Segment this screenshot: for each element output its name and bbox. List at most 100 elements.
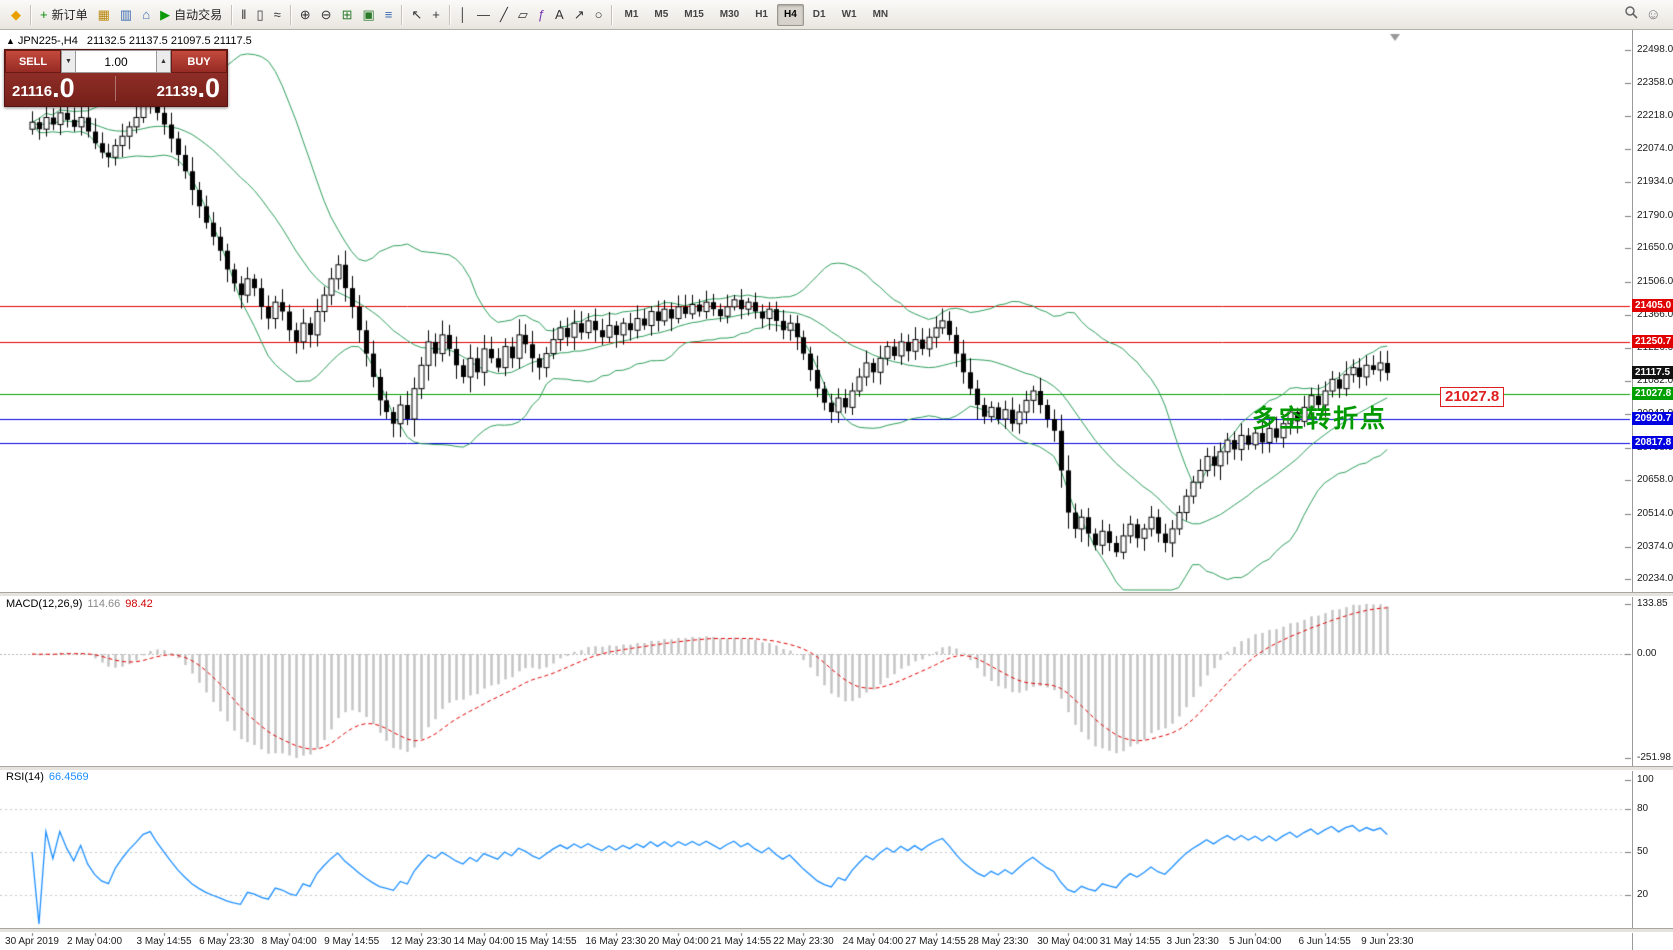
zoom-in-icon[interactable]: ⊕ — [295, 2, 316, 28]
timeframe-m30-button[interactable]: M30 — [719, 9, 740, 20]
time-axis-label: 6 Jun 14:55 — [1298, 936, 1351, 947]
new-order-button[interactable]: + 新订单 — [35, 2, 93, 28]
zoom-out-icon: ⊖ — [320, 7, 332, 22]
navigator-icon[interactable]: ⌂ — [137, 2, 155, 28]
autotrading-button[interactable]: ▶ 自动交易 — [155, 2, 227, 28]
toolbar-separator — [30, 4, 31, 25]
timeframe-h1-button[interactable]: H1 — [755, 9, 768, 20]
feedback-smiley-icon[interactable]: ☺ — [1645, 6, 1661, 23]
trendline-icon[interactable]: ╱ — [495, 2, 513, 28]
horizontal-line-icon[interactable]: — — [472, 2, 495, 28]
indicators-list-icon: ≡ — [384, 7, 393, 22]
new-order-icon: + — [40, 7, 48, 22]
rsi-indicator-label: RSI(14) 66.4569 — [6, 771, 89, 783]
time-axis-label: 31 May 14:55 — [1099, 936, 1161, 947]
shapes-icon: ○ — [594, 7, 603, 22]
search-icon[interactable] — [1624, 5, 1638, 24]
price-axis-label: 22498.0 — [1637, 44, 1673, 56]
trade-panel-controls: SELL ▼ ▲ BUY — [5, 50, 227, 73]
tile-windows-icon[interactable]: ⊞ — [337, 2, 358, 28]
price-line-badge: 20920.7 — [1632, 412, 1673, 426]
new-order-button-label: 新订单 — [51, 8, 88, 22]
line-chart-icon[interactable]: ≈ — [269, 2, 286, 28]
line-chart-icon: ≈ — [273, 7, 281, 22]
price-axis-label: 22074.0 — [1637, 143, 1673, 155]
rsi-axis-label: 50 — [1637, 846, 1649, 857]
macd-rsi-panel-divider[interactable] — [0, 766, 1673, 771]
bar-chart-icon[interactable]: ‖ — [236, 2, 251, 28]
fibonacci-icon[interactable]: ƒ — [533, 2, 550, 28]
cursor-icon[interactable]: ↖ — [406, 2, 427, 28]
arrow-object-icon: ↗ — [573, 7, 585, 22]
time-axis-label: 3 May 14:55 — [136, 936, 192, 947]
volume-input[interactable] — [76, 50, 156, 73]
time-axis-label: 15 May 14:55 — [515, 936, 577, 947]
tile-windows-icon: ⊞ — [341, 7, 353, 22]
crosshair-icon: + — [432, 7, 440, 22]
timeframe-mn-button[interactable]: MN — [872, 9, 889, 20]
buy-button[interactable]: BUY — [171, 50, 227, 73]
time-axis-label: 30 Apr 2019 — [5, 936, 59, 947]
timeframe-m15-button[interactable]: M15 — [684, 9, 704, 20]
shapes-icon[interactable]: ○ — [590, 2, 608, 28]
price-axis-label: 20658.0 — [1637, 474, 1673, 486]
market-watch-icon[interactable]: ▦ — [93, 2, 115, 28]
chart-text-annotation[interactable]: 多空转折点 — [1252, 405, 1388, 433]
current-price-badge: 21117.5 — [1632, 366, 1673, 380]
app-logo-icon: ◆ — [11, 7, 21, 22]
price-chart-canvas[interactable] — [0, 30, 1632, 950]
trade-panel-divider — [115, 76, 117, 101]
time-axis-label: 5 Jun 04:00 — [1229, 936, 1282, 947]
price-axis-label: 21650.0 — [1637, 242, 1673, 254]
price-line-badge: 20817.8 — [1632, 436, 1673, 450]
timeframe-d1-button[interactable]: D1 — [812, 9, 826, 20]
data-window-icon[interactable]: ▥ — [115, 2, 137, 28]
time-axis-label: 24 May 04:00 — [842, 936, 904, 947]
time-axis-label: 14 May 04:00 — [453, 936, 515, 947]
macd-axis-label: -251.98 — [1637, 752, 1671, 763]
time-axis-label: 22 May 23:30 — [773, 936, 834, 947]
price-scale[interactable]: 22498.0 22358.0 22218.0 22074.0 21934.0 21790… — [1632, 30, 1673, 950]
price-axis-label: 20514.0 — [1637, 507, 1673, 519]
chart-symbol-period: JPN225-,H4 — [17, 35, 78, 47]
timeframe-m1-button[interactable]: M1 — [624, 9, 639, 20]
fibonacci-icon: ƒ — [537, 7, 546, 22]
zoom-out-icon[interactable]: ⊖ — [316, 2, 337, 28]
toolbar-separator — [448, 4, 450, 25]
arrow-object-icon[interactable]: ↗ — [569, 2, 590, 28]
data-window-icon: ▥ — [119, 7, 133, 22]
candlestick-chart-icon[interactable]: ▯ — [251, 2, 268, 28]
price-axis-label: 22358.0 — [1637, 76, 1673, 88]
chart-ohlc-values: 21132.5 21137.5 21097.5 21117.5 — [86, 35, 252, 47]
vertical-line-icon[interactable]: │ — [454, 2, 472, 28]
indicators-list-icon[interactable]: ≡ — [380, 2, 398, 28]
main-macd-panel-divider[interactable] — [0, 592, 1673, 597]
rsi-timescale-divider[interactable] — [0, 928, 1673, 933]
timeframe-m5-button[interactable]: M5 — [654, 9, 669, 20]
timeframe-w1-button[interactable]: W1 — [841, 9, 857, 20]
price-line-badge: 21405.0 — [1632, 299, 1673, 313]
navigator-icon: ⌂ — [142, 7, 151, 22]
time-scale[interactable]: 30 Apr 2019 2 May 04:00 3 May 14:55 6 May 2… — [0, 931, 1632, 950]
price-level-label[interactable]: 21027.8 — [1440, 387, 1505, 407]
candlestick-chart-icon: ▯ — [256, 7, 264, 22]
market-watch-icon: ▦ — [97, 7, 110, 22]
volume-increase-button[interactable]: ▲ — [156, 50, 171, 73]
trendline-icon: ╱ — [499, 7, 508, 22]
time-axis-label: 9 May 14:55 — [324, 936, 380, 947]
volume-decrease-button[interactable]: ▼ — [61, 50, 76, 73]
channel-icon: ▱ — [517, 7, 528, 22]
sell-button[interactable]: SELL — [5, 50, 61, 73]
toolbar-buttons: ◆ + 新订单 ▦ ▥ ⌂ ▶ 自动交易 ‖ ▯ ≈ ⊕ ⊖ ⊞ ▣ ≡ ↖ + │ — ╱ ▱ ƒ A ↗ ○ — [6, 2, 607, 28]
price-line-badge: 21027.8 — [1632, 387, 1673, 401]
time-axis-label: 21 May 14:55 — [710, 936, 772, 947]
channel-icon[interactable]: ▱ — [513, 2, 533, 28]
timeframe-h4-button[interactable]: H4 — [777, 3, 804, 26]
timeframe-toolbar: M1 M5 M15 M30 H1 H4 D1 W1 MN — [616, 3, 896, 26]
app-logo-icon[interactable]: ◆ — [6, 2, 26, 28]
text-label-icon[interactable]: A — [550, 2, 569, 28]
macd-indicator-label: MACD(12,26,9) 114.66 98.42 — [6, 598, 153, 610]
auto-arrange-icon[interactable]: ▣ — [357, 2, 379, 28]
crosshair-icon[interactable]: + — [427, 2, 445, 28]
rsi-axis-label: 20 — [1637, 889, 1649, 901]
